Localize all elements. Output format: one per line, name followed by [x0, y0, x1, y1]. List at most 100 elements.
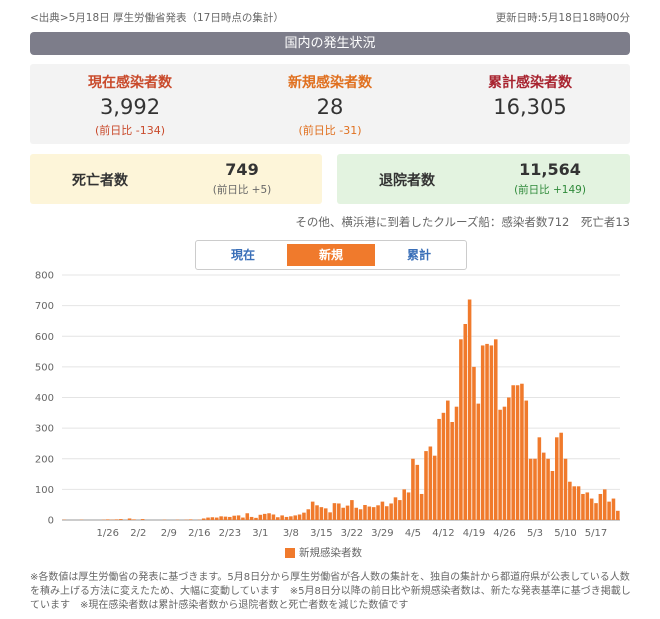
bar — [450, 422, 454, 520]
x-tick-label: 1/26 — [97, 528, 119, 539]
bar — [389, 503, 393, 520]
bar — [310, 501, 315, 520]
section-banner: 国内の発生状況 — [30, 32, 630, 55]
bar — [511, 385, 515, 520]
current-cases-label: 現在感染者数 — [88, 75, 172, 91]
bar — [228, 516, 232, 520]
bar — [428, 446, 433, 520]
tab-new[interactable]: 新規 — [287, 244, 375, 266]
bar — [245, 513, 250, 520]
bar — [572, 486, 577, 520]
bar — [446, 400, 450, 520]
bar — [210, 517, 215, 520]
current-cases-diff: (前日比 -134) — [94, 124, 166, 137]
bar — [393, 497, 398, 520]
bar — [611, 498, 616, 520]
bar — [341, 507, 345, 520]
y-tick-label: 400 — [35, 393, 54, 404]
bar — [520, 383, 524, 520]
bar — [376, 505, 380, 520]
bar — [127, 518, 132, 520]
y-tick-label: 0 — [48, 516, 54, 527]
tab-current[interactable]: 現在 — [230, 248, 255, 262]
bar — [402, 489, 406, 520]
bar — [258, 514, 263, 520]
bar — [607, 501, 611, 520]
new-cases-stat: 新規感染者数 28 (前日比 -31) — [230, 72, 430, 138]
bar — [302, 512, 306, 520]
bar — [541, 452, 546, 520]
bar — [367, 506, 372, 520]
cruise-ship-note: その他、横浜港に到着したクルーズ船：感染者数712 死亡者13 — [295, 215, 630, 229]
bar — [524, 400, 529, 520]
bar — [371, 507, 376, 520]
bar — [254, 517, 258, 520]
bar — [241, 517, 245, 520]
bar — [380, 501, 385, 520]
bar — [485, 343, 489, 520]
legend-label: 新規感染者数 — [299, 547, 362, 559]
bar — [507, 397, 511, 520]
bar — [555, 437, 559, 520]
bar — [550, 471, 555, 520]
cumulative-cases-value: 16,305 — [493, 95, 567, 119]
deaths-diff: (前日比 +5) — [212, 184, 272, 196]
recovered-diff: (前日比 +149) — [514, 184, 586, 196]
bar — [188, 519, 193, 520]
chart-legend: 新規感染者数 — [285, 545, 362, 560]
bar — [515, 385, 520, 520]
new-cases-chart: 0 100 200 300 400 500 600 700 800 1/26 2/2 2/9 2/16 2… — [35, 271, 620, 539]
bar — [328, 512, 332, 520]
bar — [276, 517, 280, 520]
bar — [289, 516, 293, 520]
bar — [480, 345, 485, 520]
recovered-value-group: 11,564 (前日比 +149) — [490, 160, 610, 197]
bar — [284, 516, 289, 520]
bar — [576, 486, 581, 520]
bar — [350, 500, 354, 520]
y-tick-label: 200 — [35, 454, 54, 465]
bar — [267, 513, 271, 520]
bar — [119, 519, 123, 520]
x-tick-label: 2/16 — [188, 528, 210, 539]
x-tick-label: 3/22 — [341, 528, 363, 539]
bar — [463, 324, 468, 520]
bar — [219, 516, 223, 520]
x-tick-label: 4/26 — [493, 528, 515, 539]
bar — [319, 507, 324, 520]
bar — [559, 432, 563, 520]
new-cases-value: 28 — [316, 95, 344, 119]
bar — [398, 500, 402, 520]
bar — [432, 455, 437, 520]
bar — [467, 299, 472, 520]
deaths-value: 749 — [225, 160, 259, 179]
cumulative-cases-stat: 累計感染者数 16,305 — [430, 72, 630, 119]
bar — [293, 515, 298, 520]
x-tick-label: 2/9 — [161, 528, 177, 539]
x-tick-label: 2/2 — [130, 528, 146, 539]
source-text: <出典>5月18日 厚生労働省発表（17日時点の集計） — [30, 12, 284, 24]
deaths-value-group: 749 (前日比 +5) — [182, 160, 302, 197]
bar — [132, 519, 136, 520]
bar — [563, 458, 568, 520]
current-cases-stat: 現在感染者数 3,992 (前日比 -134) — [30, 72, 230, 138]
bar — [616, 510, 620, 520]
bar — [306, 509, 311, 520]
tab-cumulative[interactable]: 累計 — [406, 248, 431, 262]
bar — [114, 519, 119, 520]
updated-time: 更新日時:5月18日18時00分 — [495, 12, 630, 24]
x-tick-label: 5/17 — [585, 528, 607, 539]
x-tick-label: 3/15 — [310, 528, 332, 539]
bar — [236, 515, 241, 520]
bar — [206, 517, 210, 520]
bar — [493, 339, 498, 520]
x-tick-label: 3/8 — [283, 528, 299, 539]
bar — [546, 458, 550, 520]
recovered-label: 退院者数 — [379, 173, 435, 189]
bar — [345, 505, 350, 520]
bar — [105, 519, 110, 520]
bar — [602, 489, 607, 520]
x-tick-label: 5/10 — [554, 528, 576, 539]
recovered-value: 11,564 — [519, 160, 581, 179]
chart-mode-tabs: 現在 新規 累計 — [195, 240, 467, 270]
